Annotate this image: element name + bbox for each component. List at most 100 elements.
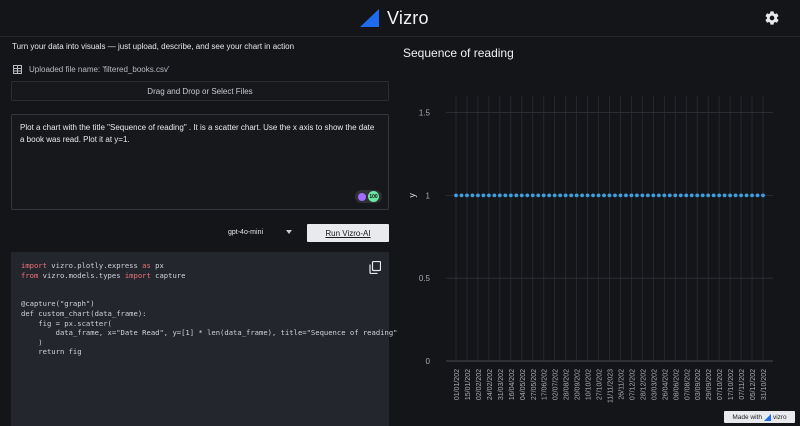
- x-tick-label: 17/10/202: [728, 369, 735, 400]
- scatter-point: [530, 193, 535, 198]
- scatter-point: [706, 193, 711, 198]
- assistant-icon: [358, 192, 366, 201]
- scatter-point: [717, 193, 722, 198]
- made-with-label: Made with: [732, 413, 762, 421]
- x-tick-label: 17/06/202: [542, 369, 549, 400]
- scatter-point: [673, 193, 678, 198]
- scatter-point: [541, 193, 546, 198]
- y-tick-label: 1.5: [419, 109, 431, 118]
- file-dropzone[interactable]: Drag and Drop or Select Files: [11, 81, 389, 101]
- copy-icon[interactable]: [369, 261, 381, 274]
- uploaded-file-label: Uploaded file name: 'filtered_books.csv': [29, 65, 170, 74]
- code-keyword: as: [142, 261, 151, 270]
- scatter-point: [569, 193, 574, 198]
- scatter-chart[interactable]: 0 0.5 1 1.5 y 01/01/202 15/01/202 02/02/202 24/0…: [396, 37, 800, 426]
- x-tick-label: 28/08/202: [564, 369, 571, 400]
- x-tick-label: 16/04/202: [509, 369, 516, 400]
- made-with-brand: vizro: [772, 413, 787, 421]
- x-tick-label: 07/10/202: [717, 369, 724, 400]
- code-keyword: from: [21, 270, 39, 280]
- brand-name: Vizro: [387, 7, 429, 28]
- code-line-5: fig = px.scatter(: [21, 318, 112, 328]
- scatter-point: [689, 193, 694, 198]
- scatter-point: [645, 193, 650, 198]
- model-select[interactable]: gpt-4o-mini: [220, 224, 300, 240]
- y-tick-label: 0: [426, 357, 431, 366]
- x-tick-label: 15/01/202: [465, 369, 472, 400]
- scatter-point: [700, 193, 705, 198]
- scatter-point: [476, 193, 480, 198]
- code-text: capture: [155, 270, 186, 280]
- code-line-6: data_frame, x="Date Read", y=[1] * len(d…: [21, 328, 398, 338]
- x-tick-label: 07/12/202: [629, 369, 636, 400]
- code-line-3: @capture("graph"): [21, 299, 95, 309]
- x-tick-label: 08/06/202: [673, 369, 680, 400]
- scatter-point: [563, 193, 568, 198]
- scatter-point: [574, 193, 579, 198]
- x-tick-label: 27/10/202: [597, 369, 604, 400]
- scatter-point: [536, 193, 541, 198]
- y-axis-label: y: [407, 193, 417, 198]
- prompt-text: Plot a chart with the title "Sequence of…: [20, 123, 375, 144]
- scatter-point: [618, 193, 623, 198]
- scatter-point: [656, 193, 661, 198]
- scatter-point: [596, 193, 601, 198]
- scatter-point: [755, 193, 760, 198]
- scatter-point: [591, 193, 595, 198]
- scatter-point: [465, 193, 469, 198]
- x-tick-label: 10/10/202: [586, 369, 593, 400]
- code-line-7: ): [21, 337, 43, 347]
- code-keyword: import: [21, 261, 47, 270]
- x-tick-label: 20/09/202: [575, 369, 582, 400]
- scatter-point: [481, 193, 486, 198]
- scatter-point: [744, 193, 749, 198]
- scatter-point: [547, 193, 552, 198]
- scatter-point: [640, 193, 645, 198]
- scatter-point: [613, 193, 617, 198]
- scatter-point: [486, 193, 491, 198]
- scatter-point: [514, 193, 519, 198]
- gear-icon[interactable]: [764, 10, 780, 26]
- scatter-point: [459, 193, 464, 198]
- scatter-point: [684, 193, 689, 198]
- scatter-point: [470, 193, 475, 198]
- header: Vizro: [0, 0, 800, 37]
- model-select-value: gpt-4o-mini: [228, 228, 264, 236]
- scatter-point: [667, 193, 672, 198]
- table-icon: [13, 65, 22, 74]
- scatter-point: [629, 193, 634, 198]
- scatter-point: [492, 193, 497, 198]
- scatter-point: [678, 193, 683, 198]
- scatter-point: [695, 193, 700, 198]
- x-tick-label: 02/02/202: [476, 369, 483, 400]
- code-block: import vizro.plotly.express as px from v…: [21, 261, 397, 357]
- scatter-point: [552, 193, 557, 198]
- prompt-assistant-badge[interactable]: 100: [355, 190, 382, 203]
- prompt-textarea[interactable]: Plot a chart with the title "Sequence of…: [11, 114, 389, 210]
- x-tick-label: 27/05/202: [531, 369, 538, 400]
- x-tick-label: 26/11/202: [618, 369, 625, 400]
- scatter-point: [585, 193, 590, 198]
- code-text: vizro.models.types: [42, 270, 125, 280]
- run-vizro-ai-button[interactable]: Run Vizro-AI: [307, 224, 389, 242]
- scatter-point: [580, 193, 584, 198]
- chart-panel: Sequence of reading 0 0.5 1 1.5 y 01/01/202 15…: [396, 37, 800, 426]
- x-tick-label: 01/01/202: [454, 369, 461, 400]
- scatter-point: [454, 193, 458, 198]
- x-tick-label: 04/05/202: [520, 369, 527, 400]
- intro-text: Turn your data into visuals — just uploa…: [12, 42, 295, 51]
- scatter-point: [624, 193, 628, 198]
- x-tick-label: 28/12/202: [640, 369, 647, 400]
- vizro-mini-logo-icon: [763, 413, 771, 421]
- x-tick-label: 07/08/202: [684, 369, 691, 400]
- x-tick-label: 26/04/202: [662, 369, 669, 400]
- scatter-point: [503, 193, 508, 198]
- scatter-point: [739, 193, 743, 198]
- chart-title: Sequence of reading: [403, 46, 514, 60]
- scatter-point: [651, 193, 656, 198]
- x-tick-label: 29/09/202: [706, 369, 713, 400]
- code-panel: import vizro.plotly.express as px from v…: [11, 252, 397, 426]
- y-tick-label: 1: [426, 191, 431, 200]
- made-with-badge[interactable]: Made with vizro: [724, 411, 795, 423]
